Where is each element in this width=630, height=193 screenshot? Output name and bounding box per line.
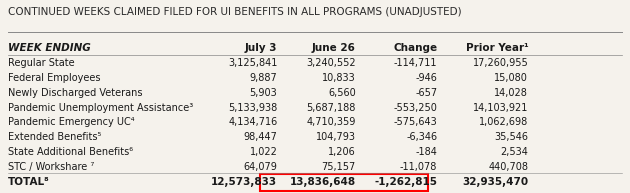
Text: July 3: July 3: [245, 43, 277, 53]
Text: -553,250: -553,250: [393, 103, 437, 113]
Text: 1,062,698: 1,062,698: [479, 117, 529, 127]
Text: 9,887: 9,887: [249, 73, 277, 83]
Text: 2,534: 2,534: [500, 147, 529, 157]
Text: STC / Workshare ⁷: STC / Workshare ⁷: [8, 162, 94, 172]
Text: 5,687,188: 5,687,188: [306, 103, 356, 113]
Text: CONTINUED WEEKS CLAIMED FILED FOR UI BENEFITS IN ALL PROGRAMS (UNADJUSTED): CONTINUED WEEKS CLAIMED FILED FOR UI BEN…: [8, 7, 461, 17]
Text: 64,079: 64,079: [243, 162, 277, 172]
Text: Prior Year¹: Prior Year¹: [466, 43, 529, 53]
Text: TOTAL⁸: TOTAL⁸: [8, 177, 49, 187]
Text: -946: -946: [415, 73, 437, 83]
Text: 5,903: 5,903: [249, 88, 277, 98]
Text: 6,560: 6,560: [328, 88, 356, 98]
Text: -6,346: -6,346: [406, 132, 437, 142]
Text: Regular State: Regular State: [8, 58, 74, 68]
Text: State Additional Benefits⁶: State Additional Benefits⁶: [8, 147, 133, 157]
Text: 10,833: 10,833: [322, 73, 356, 83]
Text: 1,022: 1,022: [249, 147, 277, 157]
Text: 98,447: 98,447: [243, 132, 277, 142]
Text: 17,260,955: 17,260,955: [472, 58, 529, 68]
Text: Change: Change: [393, 43, 437, 53]
Text: -11,078: -11,078: [400, 162, 437, 172]
Text: 5,133,938: 5,133,938: [228, 103, 277, 113]
Text: WEEK ENDING: WEEK ENDING: [8, 43, 91, 53]
Text: -1,262,815: -1,262,815: [374, 177, 437, 187]
Text: Extended Benefits⁵: Extended Benefits⁵: [8, 132, 101, 142]
Text: -184: -184: [415, 147, 437, 157]
Text: 4,134,716: 4,134,716: [228, 117, 277, 127]
Text: 1,206: 1,206: [328, 147, 356, 157]
Text: 14,028: 14,028: [495, 88, 529, 98]
Text: Newly Discharged Veterans: Newly Discharged Veterans: [8, 88, 142, 98]
Text: 13,836,648: 13,836,648: [290, 177, 356, 187]
Text: 35,546: 35,546: [495, 132, 529, 142]
Text: -657: -657: [415, 88, 437, 98]
Text: Federal Employees: Federal Employees: [8, 73, 100, 83]
Text: Pandemic Emergency UC⁴: Pandemic Emergency UC⁴: [8, 117, 134, 127]
Text: 3,240,552: 3,240,552: [306, 58, 356, 68]
Text: June 26: June 26: [312, 43, 356, 53]
Text: 440,708: 440,708: [488, 162, 529, 172]
Text: 104,793: 104,793: [316, 132, 356, 142]
Text: 12,573,833: 12,573,833: [211, 177, 277, 187]
Text: 15,080: 15,080: [495, 73, 529, 83]
Text: 4,710,359: 4,710,359: [306, 117, 356, 127]
Text: Pandemic Unemployment Assistance³: Pandemic Unemployment Assistance³: [8, 103, 193, 113]
Text: -114,711: -114,711: [394, 58, 437, 68]
Text: 32,935,470: 32,935,470: [462, 177, 529, 187]
Text: 3,125,841: 3,125,841: [228, 58, 277, 68]
Text: 14,103,921: 14,103,921: [473, 103, 529, 113]
Text: 75,157: 75,157: [321, 162, 356, 172]
Text: -575,643: -575,643: [394, 117, 437, 127]
